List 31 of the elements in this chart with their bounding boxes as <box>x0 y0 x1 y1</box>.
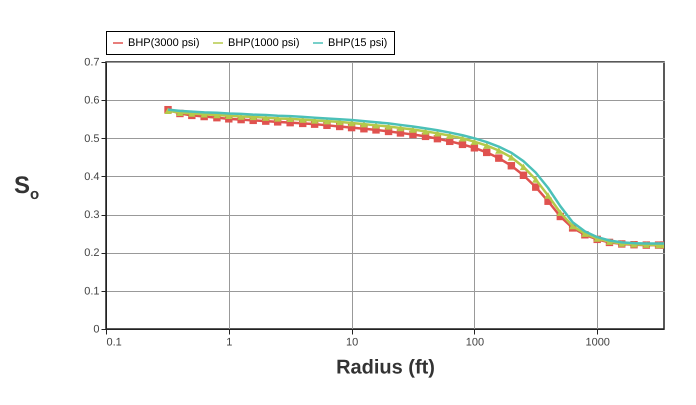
y-tick-label: 0.7 <box>84 56 100 68</box>
y-tick-label: 0.2 <box>84 247 100 260</box>
point <box>532 183 540 191</box>
legend-label: BHP(1000 psi) <box>228 37 300 49</box>
y-tick-label: 0.4 <box>84 170 100 183</box>
y-tick-label: 0.6 <box>84 94 100 107</box>
x-tick-label: 10 <box>346 336 358 348</box>
x-tick-label: 1 <box>226 336 232 348</box>
point <box>372 122 380 129</box>
y-axis-title: S$_{o}$ <box>14 172 40 203</box>
point <box>544 192 552 199</box>
point <box>532 176 540 183</box>
legend-label: BHP(15 psi) <box>328 37 388 49</box>
y-tick-label: 0 <box>93 324 100 336</box>
x-tick-label: 0.1 <box>106 336 122 348</box>
point <box>568 222 576 230</box>
point <box>495 147 502 154</box>
y-tick-label: 0.5 <box>84 132 100 145</box>
legend-label: BHP(3000 psi) <box>128 37 200 49</box>
y-tick-label: 0.3 <box>84 209 100 222</box>
point <box>434 130 442 137</box>
x-tick-label: 100 <box>466 336 484 348</box>
point <box>495 154 502 162</box>
point <box>483 148 490 156</box>
point <box>520 172 528 179</box>
x-axis-title: Radius (ft) <box>336 356 435 378</box>
point <box>458 135 466 142</box>
point <box>470 138 478 145</box>
y-tick-label: 0.1 <box>84 285 100 298</box>
x-tick-label: 1000 <box>585 336 610 348</box>
point <box>508 162 516 170</box>
